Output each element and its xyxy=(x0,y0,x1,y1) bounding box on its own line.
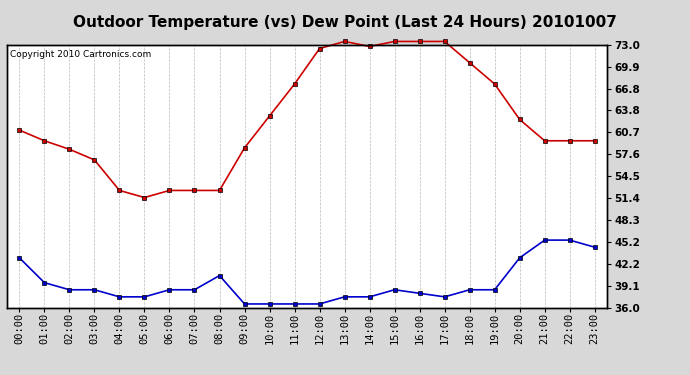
Text: Outdoor Temperature (vs) Dew Point (Last 24 Hours) 20101007: Outdoor Temperature (vs) Dew Point (Last… xyxy=(73,15,617,30)
Text: Copyright 2010 Cartronics.com: Copyright 2010 Cartronics.com xyxy=(10,50,151,59)
